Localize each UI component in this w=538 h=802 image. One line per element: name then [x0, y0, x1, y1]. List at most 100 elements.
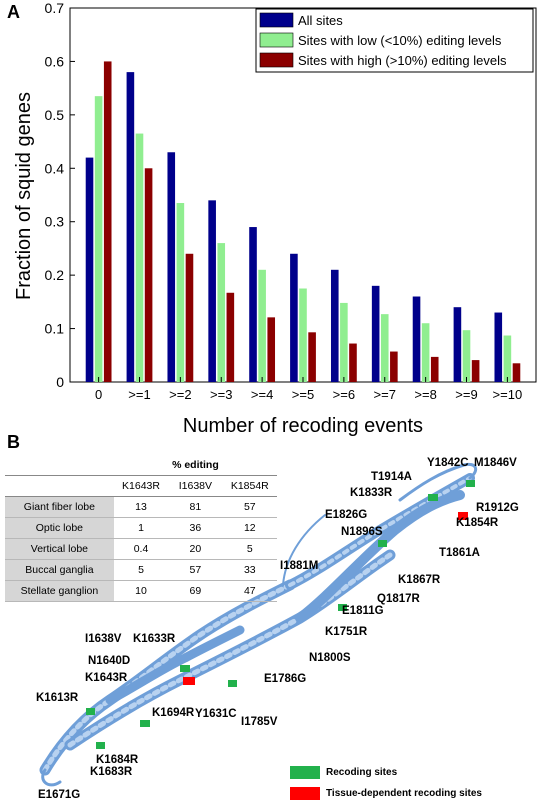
- table-cell: 0.4: [113, 538, 169, 560]
- bar: [340, 302, 348, 382]
- table-corner-cell: [5, 475, 114, 497]
- bar: [421, 323, 430, 382]
- bar: [208, 200, 216, 382]
- bar: [135, 133, 144, 382]
- table-title: % editing: [172, 459, 219, 471]
- bar: [330, 269, 339, 382]
- mutation-label: K1833R: [350, 487, 393, 499]
- table-row: Vertical lobe 0.4 20 5: [5, 538, 277, 560]
- bar: [126, 72, 135, 382]
- mutation-label: I1785V: [241, 716, 278, 728]
- bar: [176, 203, 185, 382]
- bar: [290, 253, 298, 382]
- bar: [471, 360, 480, 382]
- bar: [462, 330, 471, 382]
- bar: [249, 227, 257, 382]
- mutation-label: E1826G: [325, 509, 368, 521]
- editing-table: % editing K1643R I1638V K1854R Giant fib…: [5, 455, 277, 602]
- mutation-label: N1800S: [309, 652, 351, 664]
- y-tick-label: 0.6: [45, 53, 65, 69]
- bar: [390, 351, 398, 382]
- mutation-label: Y1631C: [195, 708, 237, 720]
- y-tick-label: 0.5: [45, 107, 65, 123]
- helix-ribbons: [39, 462, 478, 787]
- mutation-label: K1694R: [152, 707, 195, 719]
- table-cell: 13: [113, 496, 169, 518]
- bar: [217, 243, 226, 382]
- panel-a-letter: A: [7, 2, 20, 22]
- bar: [453, 307, 462, 382]
- mutation-label: E1786G: [264, 673, 307, 685]
- table-cell: 5: [222, 538, 277, 560]
- x-tick-label: >=8: [414, 387, 436, 402]
- x-axis-label: Number of recoding events: [183, 415, 423, 437]
- y-tick-label: 0: [56, 374, 64, 390]
- y-tick-label: 0.3: [45, 214, 65, 230]
- bar: [185, 253, 194, 382]
- bar: [380, 314, 389, 382]
- mutation-label: E1811G: [342, 605, 384, 617]
- mutation-label: K1684R: [96, 754, 139, 766]
- bar: [371, 285, 380, 382]
- x-tick-label: >=5: [292, 387, 314, 402]
- mutation-label: Q1817R: [377, 593, 420, 605]
- y-tick-label: 0.7: [45, 0, 65, 16]
- mutation-label: M1846V: [474, 457, 517, 469]
- table-cell: 1: [113, 517, 169, 539]
- table-cell: 5: [113, 559, 169, 581]
- table-cell: 69: [168, 580, 223, 602]
- x-tick-label: >=7: [374, 387, 396, 402]
- bar: [308, 332, 316, 382]
- table-row: Optic lobe 1 36 12: [5, 517, 277, 539]
- x-tick-label: 0: [95, 387, 102, 402]
- table-cell: 20: [168, 538, 223, 560]
- bar: [94, 96, 103, 383]
- legend-label: Sites with low (<10%) editing levels: [298, 33, 502, 48]
- row-label: Vertical lobe: [5, 538, 114, 560]
- structure-legend-swatch: [290, 766, 320, 779]
- bar: [85, 157, 94, 382]
- bar: [503, 335, 512, 382]
- legend-swatch: [259, 32, 294, 48]
- x-tick-label: >=2: [169, 387, 191, 402]
- table-corner: [5, 455, 114, 476]
- x-tick-label: >=9: [455, 387, 477, 402]
- structure-legend-swatch: [290, 787, 320, 800]
- legend-label: Sites with high (>10%) editing levels: [298, 53, 507, 68]
- structure-legend-label: Tissue-dependent recoding sites: [326, 788, 482, 799]
- bar-chart: 0 0.1 0.2 0.3 0.4 0.5 0.6 0.7 0 >=1 >=2 >=3 >=4 >=5 >…: [13, 0, 537, 437]
- structure-legend-label: Recoding sites: [326, 767, 398, 778]
- mutation-label: K1751R: [325, 626, 368, 638]
- mutation-label: E1671G: [38, 789, 81, 801]
- bar: [349, 343, 357, 382]
- table-cell: 57: [222, 496, 277, 518]
- mutation-label: N1640D: [88, 655, 131, 667]
- bar: [299, 288, 307, 382]
- protein-structure-illustration: [39, 462, 478, 787]
- row-label: Stellate ganglion: [5, 580, 114, 602]
- bar: [494, 312, 503, 382]
- mutation-label: I1881M: [280, 560, 319, 572]
- bar: [167, 152, 176, 382]
- mutation-label: T1914A: [371, 471, 412, 483]
- table-cell: 36: [168, 517, 223, 539]
- mutation-label: I1638V: [85, 633, 122, 645]
- legend-swatch: [259, 52, 294, 68]
- mutation-label: K1613R: [36, 692, 79, 704]
- mutation-label: K1643R: [85, 672, 128, 684]
- bar: [430, 356, 439, 382]
- bar: [144, 168, 153, 382]
- mutation-label: T1861A: [439, 547, 480, 559]
- x-tick-label: >=4: [251, 387, 273, 402]
- bar: [412, 296, 421, 382]
- column-header: I1638V: [168, 475, 223, 497]
- row-label: Buccal ganglia: [5, 559, 114, 581]
- bar: [267, 317, 276, 382]
- table-row: Stellate ganglion 10 69 47: [5, 580, 277, 602]
- table-cell: 47: [222, 580, 277, 602]
- table-cell: 10: [113, 580, 169, 602]
- table-cell: 57: [168, 559, 223, 581]
- y-axis-label: Fraction of squid genes: [13, 92, 35, 300]
- x-tick-label: >=3: [210, 387, 232, 402]
